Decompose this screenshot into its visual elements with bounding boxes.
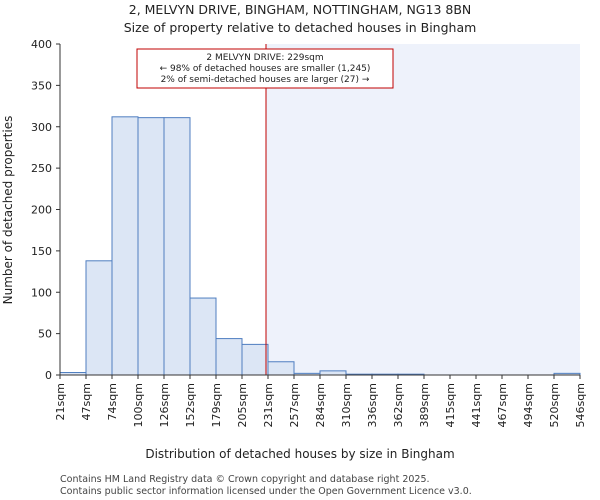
annotation-line-3: 2% of semi-detached houses are larger (2… <box>161 75 370 85</box>
bar-74sqm <box>111 116 139 376</box>
y-tick-label-250: 250 <box>31 162 52 175</box>
y-tick-label-150: 150 <box>31 245 52 258</box>
x-tick-label-231sqm: 231sqm <box>262 383 275 427</box>
x-tick-label-389sqm: 389sqm <box>418 383 431 427</box>
x-tick-label-47sqm: 47sqm <box>80 383 93 420</box>
bar-152sqm <box>189 297 217 376</box>
annotation-line-2: ← 98% of detached houses are smaller (1,… <box>160 64 371 74</box>
footer-line-2: Contains public sector information licen… <box>60 486 472 497</box>
y-axis-label: Number of detached properties <box>1 116 15 305</box>
x-tick-label-546sqm: 546sqm <box>574 383 587 427</box>
chart-title: 2, MELVYN DRIVE, BINGHAM, NOTTINGHAM, NG… <box>129 2 472 17</box>
annotation-box <box>136 48 394 89</box>
y-tick-label-350: 350 <box>31 79 52 92</box>
x-tick-label-520sqm: 520sqm <box>548 383 561 427</box>
y-tick-label-300: 300 <box>31 121 52 134</box>
x-tick-label-284sqm: 284sqm <box>314 383 327 427</box>
x-tick-label-310sqm: 310sqm <box>340 383 353 427</box>
chart-subtitle: Size of property relative to detached ho… <box>124 20 477 35</box>
footer-line-1: Contains HM Land Registry data © Crown c… <box>60 474 430 485</box>
larger-region <box>266 44 580 375</box>
x-tick-label-257sqm: 257sqm <box>288 383 301 427</box>
x-tick-label-467sqm: 467sqm <box>496 383 509 427</box>
bar-179sqm <box>215 338 243 376</box>
x-tick-label-126sqm: 126sqm <box>158 383 171 427</box>
y-tick-label-400: 400 <box>31 38 52 51</box>
y-tick-label-200: 200 <box>31 204 52 217</box>
x-tick-label-74sqm: 74sqm <box>106 383 119 420</box>
annotation-line-1: 2 MELVYN DRIVE: 229sqm <box>206 53 323 63</box>
x-tick-label-152sqm: 152sqm <box>184 383 197 427</box>
x-tick-label-441sqm: 441sqm <box>470 383 483 427</box>
y-tick-label-0: 0 <box>45 369 52 382</box>
x-tick-label-205sqm: 205sqm <box>236 383 249 427</box>
y-tick-label-50: 50 <box>38 328 52 341</box>
bar-47sqm <box>85 260 113 376</box>
x-tick-label-100sqm: 100sqm <box>132 383 145 427</box>
x-tick-label-415sqm: 415sqm <box>444 383 457 427</box>
bar-126sqm <box>163 117 191 376</box>
x-tick-label-179sqm: 179sqm <box>210 383 223 427</box>
bar-100sqm <box>137 117 165 376</box>
bar-205sqm <box>241 343 269 376</box>
y-tick-label-100: 100 <box>31 286 52 299</box>
x-tick-label-21sqm: 21sqm <box>54 383 67 420</box>
x-tick-label-494sqm: 494sqm <box>522 383 535 427</box>
bar-284sqm <box>319 370 347 376</box>
bar-231sqm <box>267 361 295 376</box>
x-tick-label-336sqm: 336sqm <box>366 383 379 427</box>
x-axis-label: Distribution of detached houses by size … <box>145 447 454 461</box>
x-tick-label-362sqm: 362sqm <box>392 383 405 427</box>
